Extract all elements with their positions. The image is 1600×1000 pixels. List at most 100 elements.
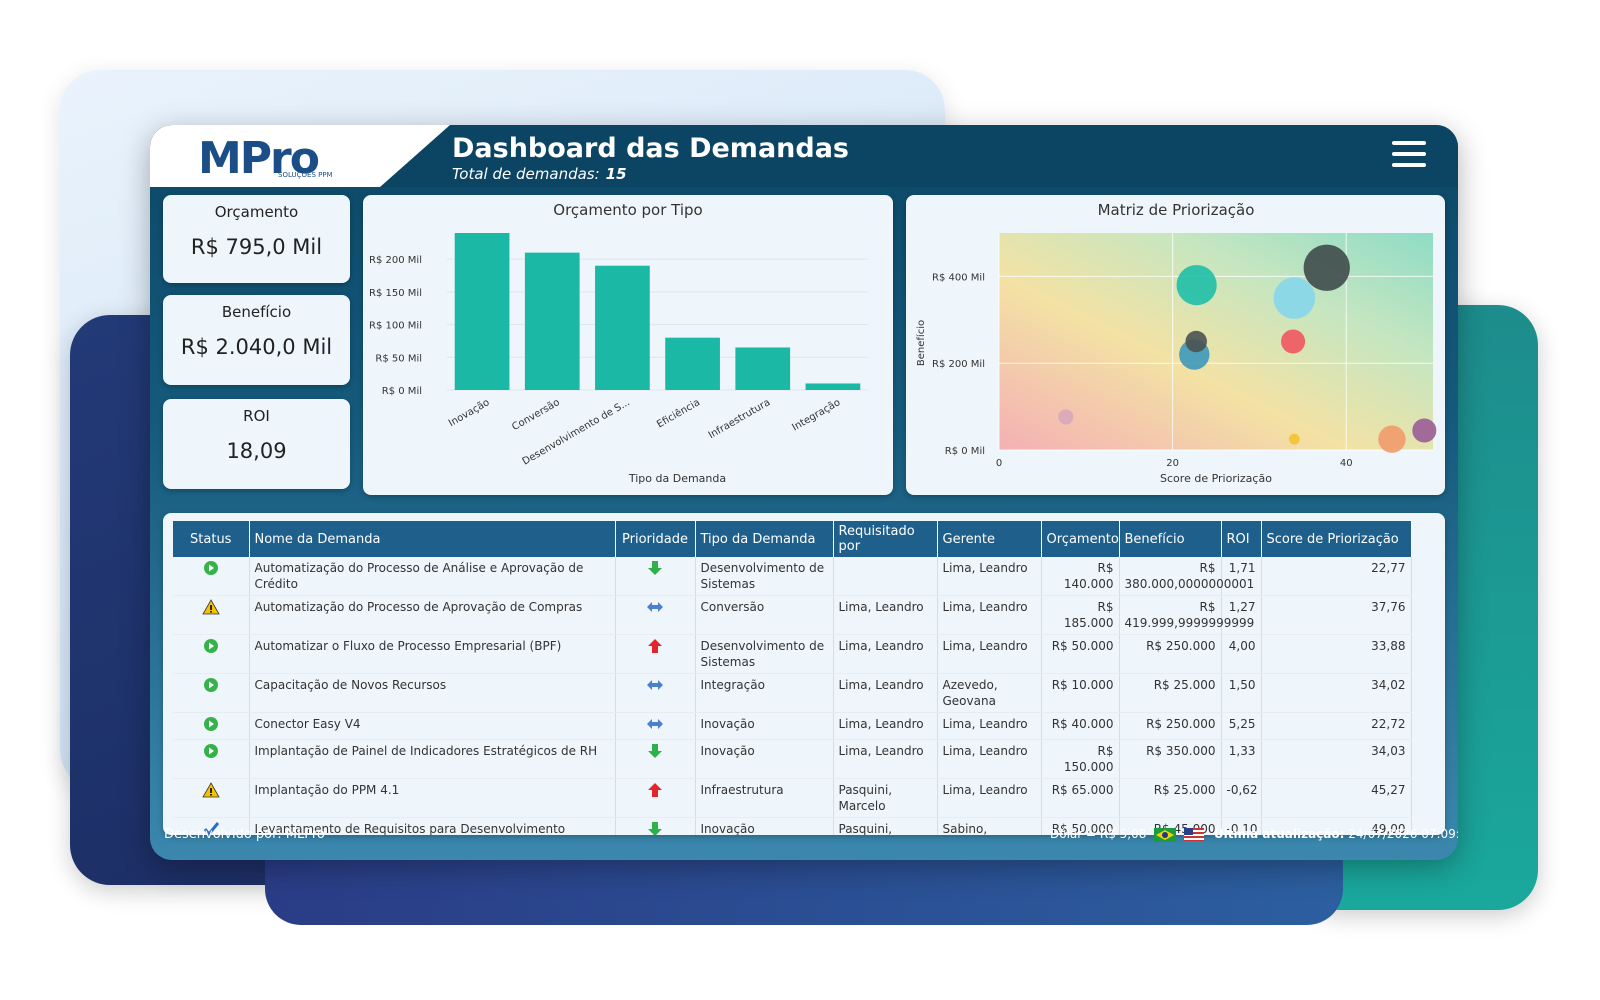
icon-part (209, 605, 212, 610)
table-cell: Azevedo, Geovana (937, 673, 1042, 713)
status-cell (173, 595, 250, 635)
table-head: Status Nome da Demanda Prioridade Tipo da D… (173, 521, 1412, 557)
table-cell: Lima, Leandro (833, 739, 938, 779)
status-cell (173, 673, 250, 713)
table-cell: 22,72 (1261, 712, 1412, 740)
y-tick-label: R$ 0 Mil (382, 386, 422, 397)
table-row: Capacitação de Novos Recursos Integração L… (173, 673, 1412, 713)
icon-part (648, 822, 662, 835)
icon-part (648, 744, 662, 758)
icon-check (203, 822, 219, 835)
bubble (1303, 244, 1350, 291)
logo-sub: SOLUÇÕES PPM (278, 171, 333, 179)
y-axis-label: Benefício (915, 320, 927, 366)
chart-title: Orçamento por Tipo (553, 201, 702, 219)
x-tick-label: Infraestrutura (707, 397, 772, 441)
x-tick-label: 0 (996, 458, 1002, 469)
icon-part (647, 602, 663, 612)
table-cell: R$ 150.000 (1041, 739, 1120, 779)
table-cell: Lima, Leandro (937, 712, 1042, 740)
logo-text: MPro (198, 133, 320, 184)
menu-button[interactable] (1392, 141, 1426, 169)
table-cell: Pasquini, Marcelo (833, 817, 938, 835)
y-tick-label: R$ 200 Mil (932, 359, 985, 370)
table-cell: Sabino, Ricardo (937, 817, 1042, 835)
table-cell: Infraestrutura (695, 778, 834, 818)
dollar-rate: Dólar = R$ 5,08 (1050, 827, 1147, 841)
column-header: Gerente (937, 521, 1042, 557)
table-cell: 49,00 (1261, 817, 1412, 835)
table-row: Implantação do PPM 4.1 Infraestrutura Pasq… (173, 778, 1412, 818)
icon-part (647, 719, 663, 729)
priority-cell (615, 712, 696, 740)
table-cell: -0,10 (1221, 817, 1262, 835)
icon-part (209, 794, 212, 796)
x-tick-label: 40 (1340, 458, 1353, 469)
column-header: Tipo da Demanda (695, 521, 834, 557)
table-row: Automatização do Processo de Análise e A… (173, 557, 1412, 596)
bubble (1058, 409, 1074, 425)
table-cell: -0,62 (1221, 778, 1262, 818)
bubble (1288, 433, 1300, 445)
bubble (1378, 425, 1406, 453)
icon-part (208, 720, 214, 728)
table-cell: Inovação (695, 817, 834, 835)
table-cell: Desenvolvimento de Sistemas (695, 634, 834, 674)
icon-part (208, 564, 214, 572)
table-cell: 22,77 (1261, 557, 1412, 596)
table-cell: 4,00 (1221, 634, 1262, 674)
table-cell: Inovação (695, 712, 834, 740)
bar (805, 383, 861, 390)
icon-warn (202, 599, 220, 615)
table-cell: Implantação do PPM 4.1 (249, 778, 616, 818)
table-cell (833, 557, 938, 596)
x-tick-label: Eficiência (655, 396, 702, 430)
status-cell (173, 778, 250, 818)
icon-part (209, 611, 212, 613)
icon-down (648, 561, 662, 575)
table-cell: R$ 419.999,9999999999 (1119, 595, 1254, 635)
icon-down (648, 744, 662, 758)
icon-part (209, 788, 212, 793)
bar-chart: Orçamento por Tipo R$ 0 Mil R$ 50 Mil R$ 10… (363, 195, 893, 495)
icon-play (203, 561, 218, 575)
table-cell: R$ 25.000 (1119, 778, 1222, 818)
table-cell: Lima, Leandro (833, 595, 938, 635)
icon-lr (647, 680, 663, 690)
table-cell: Levantamento de Requisitos para Desenvol… (249, 817, 616, 835)
kpi-card: Benefício R$ 2.040,0 Mil (163, 295, 350, 385)
title: Dashboard das Demandas (452, 133, 849, 164)
x-axis-label: Score de Priorização (1160, 472, 1272, 485)
table-cell: Conector Easy V4 (249, 712, 616, 740)
table-cell: Lima, Leandro (833, 712, 938, 740)
status-cell (173, 557, 250, 596)
table-body: Automatização do Processo de Análise e A… (173, 557, 1412, 835)
table-cell: 34,02 (1261, 673, 1412, 713)
priority-cell (615, 673, 696, 713)
icon-part (648, 561, 662, 575)
table-cell: Lima, Leandro (833, 673, 938, 713)
table-cell: R$ 50.000 (1041, 817, 1120, 835)
kpi-label: Orçamento (214, 203, 299, 221)
icon-part (647, 680, 663, 690)
table-row: Conector Easy V4 Inovação Lima, Leandro Lim… (173, 712, 1412, 740)
table-cell: Pasquini, Marcelo (833, 778, 938, 818)
status-cell (173, 739, 250, 779)
subtitle: Total de demandas: 15 (452, 165, 627, 183)
table-cell: 45,27 (1261, 778, 1412, 818)
kpi-label: Benefício (221, 303, 292, 321)
column-header: Nome da Demanda (249, 521, 616, 557)
backdrop (265, 850, 1343, 925)
bubble (1273, 277, 1316, 319)
table-cell: R$ 65.000 (1041, 778, 1120, 818)
icon-up (648, 639, 662, 653)
table-cell: R$ 380.000,0000000001 (1119, 557, 1254, 596)
bar (524, 252, 580, 390)
table-cell: R$ 350.000 (1119, 739, 1222, 779)
table-cell: R$ 140.000 (1041, 557, 1120, 596)
status-cell (173, 634, 250, 674)
column-header: Benefício (1119, 521, 1222, 557)
table-cell: R$ 25.000 (1119, 673, 1222, 713)
table-cell: 33,88 (1261, 634, 1412, 674)
bubble-chart: Matriz de Priorização R$ 0 Mil R$ 200 Mil R… (906, 195, 1445, 495)
